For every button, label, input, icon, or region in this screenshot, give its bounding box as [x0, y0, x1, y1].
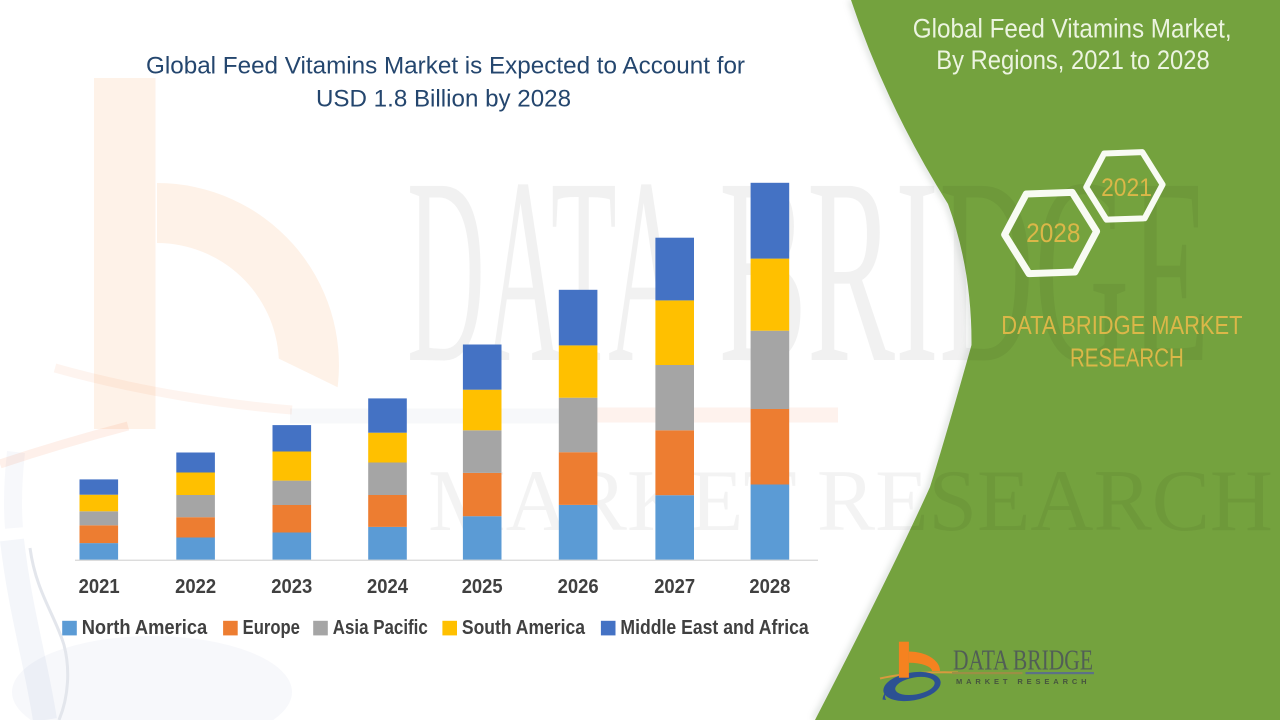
svg-text:Asia Pacific: Asia Pacific	[333, 617, 428, 639]
svg-text:Europe: Europe	[243, 617, 300, 639]
svg-text:Global Feed Vitamins Market,: Global Feed Vitamins Market,	[913, 14, 1232, 44]
svg-text:DATA: DATA	[407, 123, 686, 418]
svg-text:2028: 2028	[1026, 218, 1080, 248]
svg-text:USD 1.8 Billion by 2028: USD 1.8 Billion by 2028	[316, 86, 571, 113]
svg-text:2028: 2028	[749, 576, 790, 598]
svg-text:2023: 2023	[271, 576, 312, 598]
svg-text:Middle East and Africa: Middle East and Africa	[620, 617, 809, 639]
svg-text:Global Feed Vitamins Market is: Global Feed Vitamins Market is Expected …	[146, 52, 745, 79]
svg-text:North America: North America	[82, 617, 208, 639]
svg-text:2024: 2024	[367, 576, 409, 598]
svg-text:RESEARCH: RESEARCH	[1070, 342, 1184, 372]
svg-text:2022: 2022	[175, 576, 216, 598]
svg-text:South America: South America	[462, 617, 586, 639]
svg-text:2027: 2027	[654, 576, 695, 598]
svg-text:By Regions, 2021 to 2028: By Regions, 2021 to 2028	[936, 45, 1209, 75]
svg-text:DATA BRIDGE MARKET: DATA BRIDGE MARKET	[1001, 310, 1242, 340]
svg-text:2021: 2021	[1101, 174, 1152, 202]
svg-text:2025: 2025	[462, 576, 503, 598]
svg-text:DATA BRIDGE: DATA BRIDGE	[953, 646, 1093, 677]
svg-text:2026: 2026	[558, 576, 599, 598]
svg-text:2021: 2021	[79, 576, 120, 598]
svg-text:MARKET RESEARCH: MARKET RESEARCH	[956, 677, 1090, 686]
